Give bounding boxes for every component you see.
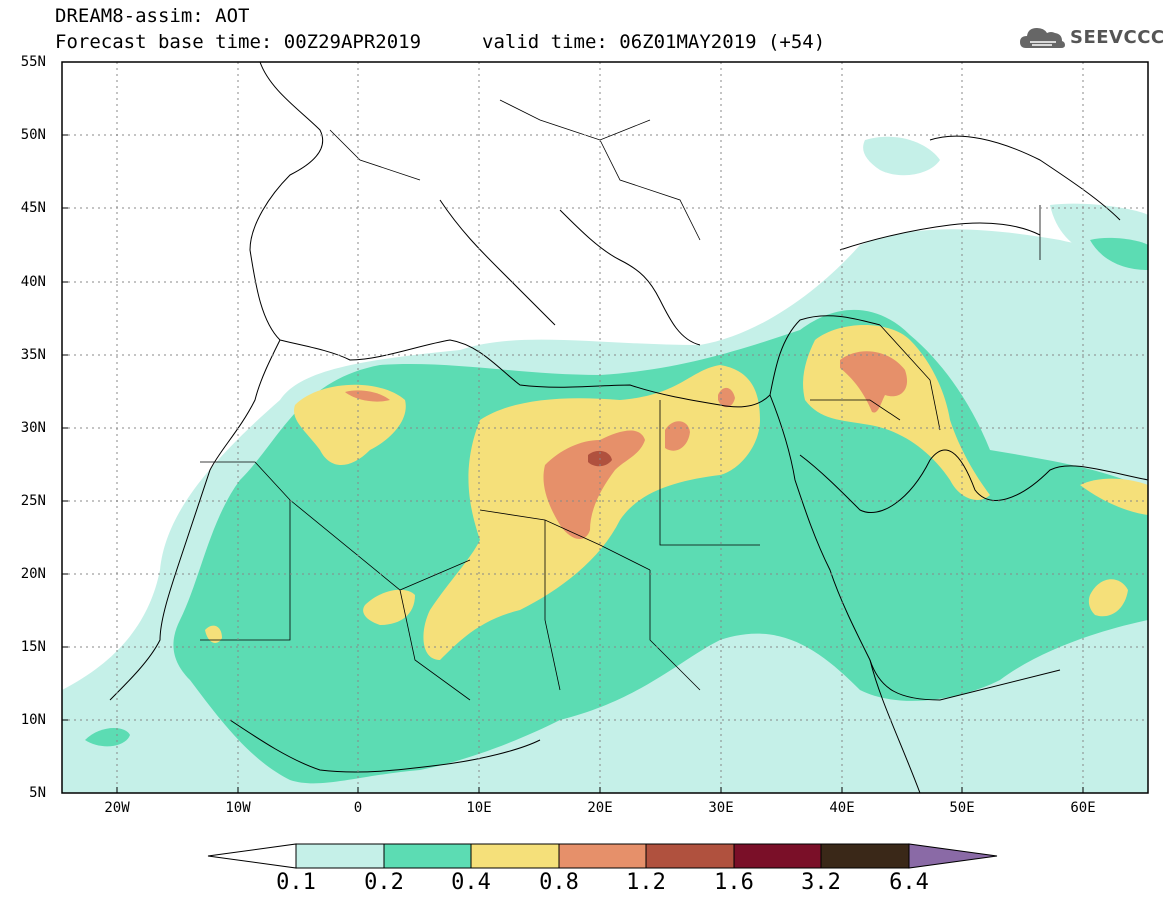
borders [200,99,1041,701]
lon-label: 60E [1070,800,1096,816]
lat-label: 5N [29,785,46,801]
colorbar-swatch [295,843,385,869]
colorbar-label: 0.8 [539,870,579,895]
lon-label: 20W [104,800,130,816]
lon-label: 30E [708,800,734,816]
colorbar-under [207,843,297,869]
lon-label: 10W [225,800,251,816]
colorbar-swatch [558,843,647,869]
axis-ticks [62,134,1084,793]
colorbar-label: 0.2 [364,870,404,895]
gridlines [62,62,1148,793]
valid-time-label: valid time: 06Z01MAY2019 (+54) [482,31,826,53]
lat-label: 10N [20,712,46,728]
colorbar-swatch [383,843,472,869]
lon-label: 50E [949,800,975,816]
lon-label: 10E [466,800,492,816]
colorbar-label: 3.2 [801,870,841,895]
lat-label: 15N [20,639,46,655]
colorbar-swatch [733,843,822,869]
lat-label: 25N [20,493,46,509]
lon-label: 0 [353,800,363,816]
colorbar-swatch [820,843,910,869]
lon-label: 20E [587,800,613,816]
lat-label: 55N [20,54,46,70]
colorbar-over [908,843,998,869]
lat-label: 20N [20,566,46,582]
aot-field [62,136,1148,793]
seevccc-logo: SEEVCCC [1018,20,1164,56]
lat-label: 35N [20,347,46,363]
base-time-label: Forecast base time: 00Z29APR2019 [55,31,422,53]
logo-text: SEEVCCC [1070,27,1165,48]
colorbar-label: 0.1 [276,870,316,895]
lat-label: 40N [20,274,46,290]
colorbar-label: 6.4 [889,870,929,895]
cloud-icon [1020,28,1065,48]
colorbar-swatch [645,843,735,869]
coastlines [109,62,1148,793]
lat-label: 45N [20,200,46,216]
lat-label: 50N [20,127,46,143]
map-title: DREAM8-assim: AOT [55,5,250,27]
colorbar-label: 1.6 [714,870,754,895]
colorbar-swatch [470,843,560,869]
colorbar [207,843,998,869]
lat-label: 30N [20,420,46,436]
colorbar-label: 1.2 [626,870,666,895]
colorbar-label: 0.4 [451,870,491,895]
lon-label: 40E [829,800,855,816]
